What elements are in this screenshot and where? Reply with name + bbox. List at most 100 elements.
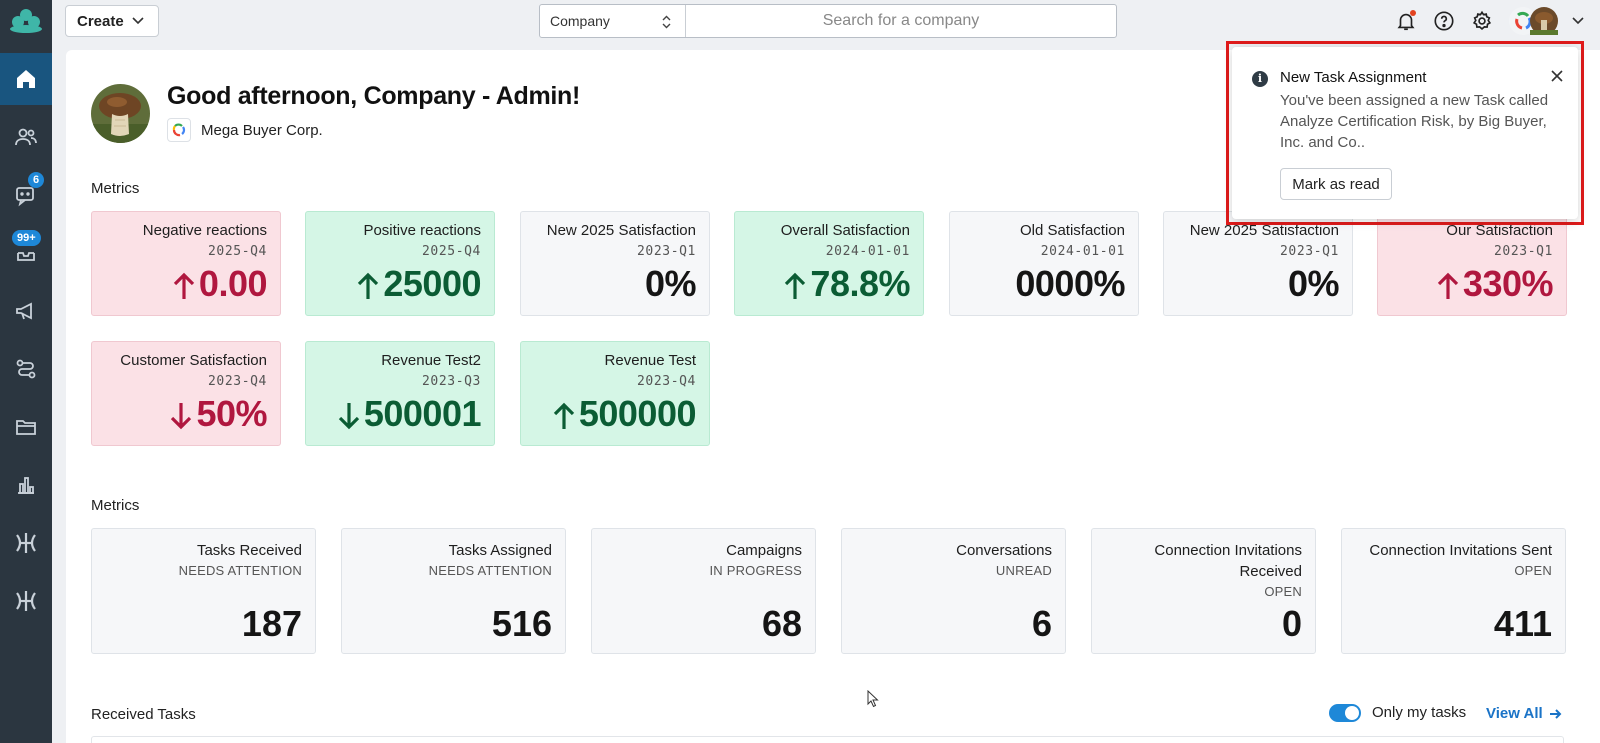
arrow-up-icon — [785, 273, 806, 300]
inbox-badge: 99+ — [12, 230, 41, 246]
metric-title: Positive reactions — [363, 222, 481, 239]
only-my-tasks-toggle[interactable] — [1329, 704, 1361, 722]
metric-card[interactable]: Our Satisfaction 2023-Q1 330% — [1377, 211, 1567, 316]
arrow-up-icon — [553, 403, 574, 430]
app-logo-icon[interactable] — [6, 6, 46, 36]
stat-value: 6 — [1031, 603, 1052, 644]
sidebar-item-home[interactable] — [0, 53, 52, 105]
stat-title: Connection Invitations Sent — [1369, 542, 1552, 559]
stat-card[interactable]: Tasks Received NEEDS ATTENTION 187 — [91, 528, 316, 654]
home-icon — [17, 70, 35, 88]
sidebar-item-workflows[interactable] — [0, 343, 52, 395]
stat-title: Campaigns — [726, 542, 802, 559]
stat-title: Conversations — [956, 542, 1052, 559]
metric-value-row: 500000 — [529, 393, 697, 435]
sidebar-item-users[interactable] — [0, 111, 52, 163]
metric-card[interactable]: New 2025 Satisfaction 2023-Q1 0% — [520, 211, 710, 316]
metric-value: 78.8% — [810, 263, 910, 304]
metric-title: Overall Satisfaction — [780, 222, 910, 239]
stat-value: 411 — [1493, 603, 1552, 644]
metric-card[interactable]: Negative reactions 2025-Q4 0.00 — [91, 211, 281, 316]
arrow-up-icon — [1437, 273, 1459, 300]
stat-subtitle: NEEDS ATTENTION — [178, 563, 302, 578]
metric-date: 2025-Q4 — [422, 244, 481, 259]
toast-close-button[interactable] — [1548, 67, 1566, 85]
arrow-right-icon — [1549, 708, 1562, 719]
stat-value: 516 — [491, 603, 552, 644]
stat-card[interactable]: Campaigns IN PROGRESS 68 — [591, 528, 816, 654]
stat-subtitle: OPEN — [1264, 584, 1302, 599]
create-button[interactable]: Create — [65, 5, 159, 37]
search-scope-select[interactable]: Company — [540, 5, 686, 37]
sidebar-item-inbox[interactable]: 99+ — [0, 227, 52, 279]
sidebar-item-app-1[interactable] — [0, 517, 52, 569]
company-name: Mega Buyer Corp. — [201, 121, 323, 139]
metric-value-row: 330% — [1386, 263, 1554, 305]
metric-title: Our Satisfaction — [1446, 222, 1553, 239]
settings-button[interactable] — [1469, 8, 1495, 34]
company-logo-icon — [167, 118, 191, 142]
metric-value: 0.00 — [198, 263, 268, 304]
sidebar-item-conversations[interactable]: 6 — [0, 169, 52, 221]
stat-card[interactable]: Conversations UNREAD 6 — [841, 528, 1066, 654]
metric-value-row: 0% — [1172, 263, 1340, 305]
metric-value: 25000 — [383, 263, 481, 304]
metric-date: 2023-Q4 — [208, 374, 267, 389]
metric-date: 2023-Q1 — [1494, 244, 1553, 259]
app-glyph-icon — [16, 591, 36, 611]
select-arrows-icon — [662, 15, 671, 29]
metric-card[interactable]: Revenue Test 2023-Q4 500000 — [520, 341, 710, 446]
stat-subtitle: NEEDS ATTENTION — [428, 563, 552, 578]
help-icon — [1434, 11, 1454, 31]
arrow-down-icon — [171, 403, 192, 430]
stat-card[interactable]: Tasks Assigned NEEDS ATTENTION 516 — [341, 528, 566, 654]
metric-card[interactable]: Overall Satisfaction 2024-01-01 78.8% — [734, 211, 924, 316]
sidebar-item-campaigns[interactable] — [0, 285, 52, 337]
chevron-down-icon — [132, 17, 144, 25]
search-input[interactable] — [686, 5, 1116, 37]
account-menu[interactable] — [1508, 5, 1590, 37]
search-scope-value: Company — [550, 13, 610, 29]
stat-value: 0 — [1281, 603, 1302, 644]
metric-value-row: 25000 — [314, 263, 481, 305]
metric-card[interactable]: Positive reactions 2025-Q4 25000 — [305, 211, 495, 316]
metric-value-row: 500001 — [314, 393, 482, 435]
stat-card[interactable]: Connection Invitations Received OPEN 0 — [1091, 528, 1316, 654]
toast-highlight-frame — [1226, 41, 1584, 225]
user-avatar — [91, 84, 150, 143]
metric-card[interactable]: Old Satisfaction 2024-01-01 0000% — [949, 211, 1139, 316]
arrow-up-icon — [358, 273, 379, 300]
metric-value-row: 0000% — [958, 263, 1125, 305]
stat-subtitle: IN PROGRESS — [709, 563, 802, 578]
metric-date: 2023-Q1 — [1280, 244, 1339, 259]
metric-card[interactable]: Revenue Test2 2023-Q3 500001 — [305, 341, 495, 446]
stat-card[interactable]: Connection Invitations Sent OPEN 411 — [1341, 528, 1566, 654]
arrow-up-icon — [173, 273, 195, 300]
metric-date: 2025-Q4 — [208, 244, 267, 259]
sidebar-item-app-2[interactable] — [0, 575, 52, 627]
megaphone-icon — [16, 302, 32, 320]
metric-value: 0% — [644, 263, 697, 304]
toast-body: You've been assigned a new Task called A… — [1280, 92, 1549, 151]
notification-toast: i New Task Assignment You've been assign… — [1232, 47, 1578, 219]
create-label: Create — [77, 12, 124, 30]
stat-subtitle: UNREAD — [995, 563, 1052, 578]
info-icon: i — [1252, 71, 1268, 87]
metric-card[interactable]: Customer Satisfaction 2023-Q4 50% — [91, 341, 281, 446]
metric-value-row: 78.8% — [743, 263, 910, 305]
sidebar-item-folders[interactable] — [0, 401, 52, 453]
folder-icon — [16, 420, 36, 435]
mark-as-read-button[interactable]: Mark as read — [1280, 168, 1392, 200]
page-title: Good afternoon, Company - Admin! — [167, 82, 581, 110]
help-button[interactable] — [1431, 8, 1457, 34]
view-all-link[interactable]: View All — [1486, 705, 1562, 722]
sidebar-item-analytics[interactable] — [0, 459, 52, 511]
metric-card[interactable]: New 2025 Satisfaction 2023-Q1 0% — [1163, 211, 1353, 316]
notifications-button[interactable] — [1393, 8, 1419, 34]
stat-subtitle: OPEN — [1514, 563, 1552, 578]
gear-icon — [1472, 10, 1492, 30]
metric-title: Negative reactions — [142, 222, 267, 239]
inbox-icon — [17, 252, 35, 261]
view-all-label: View All — [1486, 705, 1543, 722]
stats-section-title: Metrics — [91, 497, 140, 514]
